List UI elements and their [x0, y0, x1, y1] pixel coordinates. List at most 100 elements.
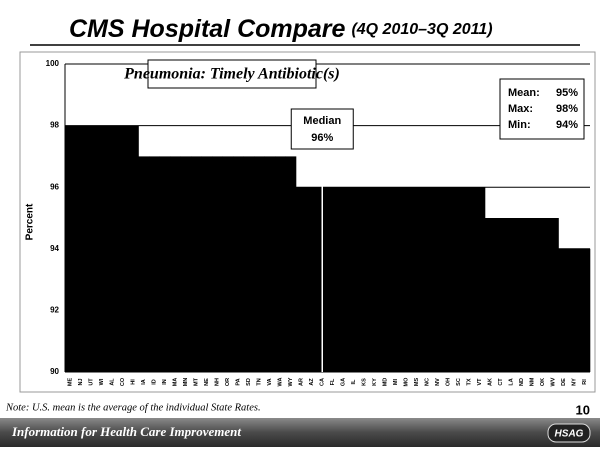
x-tick-label: NV: [435, 378, 441, 386]
x-tick-label: NH: [215, 378, 221, 386]
x-tick-label: FL: [330, 378, 336, 385]
bar: [149, 156, 160, 372]
x-tick-label: HI: [131, 379, 137, 385]
plot: 90 92 94 96 98 100 ME NJ UT WI AL CO HI IA ID IN MA MN MT N…: [46, 59, 591, 386]
bar: [453, 187, 465, 372]
bar: [180, 156, 192, 372]
x-tick-label: KY: [372, 378, 378, 386]
bar: [117, 125, 129, 372]
x-tick-label: SD: [246, 378, 252, 386]
stat-value: 94%: [556, 119, 578, 131]
y-tick-label: 92: [50, 306, 59, 315]
x-tick-label: PA: [236, 378, 242, 385]
bar: [548, 218, 559, 372]
bar: [212, 156, 223, 372]
x-tick-label: CO: [120, 377, 126, 386]
x-tick-label: MN: [183, 378, 189, 387]
bar: [579, 248, 591, 372]
median-box: [290, 108, 354, 150]
bar: [75, 125, 87, 372]
x-tick-label: CA: [320, 378, 326, 386]
bar: [516, 218, 528, 372]
bar: [422, 187, 433, 372]
x-tick-label: MT: [194, 377, 200, 386]
x-tick-label: CT: [498, 378, 504, 386]
y-tick-label: 90: [50, 367, 59, 376]
x-tick-label: VA: [267, 378, 273, 385]
x-tick-label: AZ: [309, 378, 315, 386]
x-tick-label: IA: [141, 379, 147, 385]
bar: [474, 187, 486, 372]
bar: [327, 187, 339, 372]
bar: [222, 156, 234, 372]
x-tick-label: MS: [414, 378, 420, 387]
bar: [254, 156, 265, 372]
bar: [506, 218, 517, 372]
bar: [306, 187, 318, 372]
chart-title-box: [147, 59, 317, 89]
y-tick-label: 100: [46, 59, 60, 68]
x-tick-label: NC: [425, 378, 431, 386]
bar: [359, 187, 370, 372]
x-tick-label: OR: [225, 378, 231, 386]
bar: [138, 156, 150, 372]
stat-label: Min:: [508, 119, 531, 131]
bar: [338, 187, 349, 372]
x-tick-label: MA: [173, 378, 179, 387]
stat-label: Max:: [508, 103, 533, 115]
y-tick-label: 98: [50, 121, 59, 130]
x-tick-label: SC: [456, 378, 462, 386]
x-tick-label: WA: [278, 378, 284, 387]
bar: [464, 187, 475, 372]
bar: [159, 156, 171, 372]
page-number: 10: [576, 402, 590, 417]
bar: [96, 125, 108, 372]
x-tick-label: AR: [299, 378, 305, 386]
bar: [348, 187, 360, 372]
stats-box: [499, 78, 585, 140]
bar: [537, 218, 549, 372]
bar: [527, 218, 538, 372]
x-tick-label: IN: [162, 379, 168, 385]
bar: [128, 125, 139, 372]
x-tick-label: AK: [488, 378, 494, 386]
bar: [296, 187, 307, 372]
slide-title: CMS Hospital Compare (4Q 2010–3Q 2011): [69, 15, 493, 43]
median-value: 96%: [311, 132, 333, 144]
x-tick-label: VT: [477, 378, 483, 386]
logo: HSAG: [555, 429, 584, 440]
bar: [380, 187, 391, 372]
bar: [432, 187, 444, 372]
x-tick-label: MO: [404, 377, 410, 387]
bar: [170, 156, 181, 372]
x-tick-label: RI: [582, 379, 588, 385]
bar: [264, 156, 276, 372]
chart-title: Pneumonia: Timely Antibiotic(s): [123, 66, 340, 83]
bar: [401, 187, 412, 372]
footer-text: Information for Health Care Improvement: [11, 424, 241, 439]
x-tick-label: TN: [257, 378, 263, 385]
x-tick-label: NE: [204, 378, 210, 386]
bar: [558, 248, 570, 372]
bar: [243, 156, 255, 372]
x-tick-label: GA: [341, 378, 347, 386]
bar: [107, 125, 118, 372]
y-axis-label: Percent: [25, 203, 36, 240]
x-tick-label: ME: [68, 378, 74, 387]
x-tick-label: AL: [110, 378, 116, 386]
x-tick-label: TX: [467, 378, 473, 385]
x-tick-label: KS: [362, 378, 368, 386]
x-tick-label: WY: [288, 377, 294, 386]
bar: [411, 187, 423, 372]
logo-badge: [547, 423, 591, 443]
bar: [443, 187, 454, 372]
x-tick-label: ID: [152, 379, 158, 385]
x-tick-label: WI: [99, 378, 105, 385]
stat-value: 95%: [556, 87, 578, 99]
bar: [495, 218, 507, 372]
x-tick-label: MI: [393, 378, 399, 385]
x-tick-label: LA: [509, 378, 515, 385]
footer-band: [0, 418, 600, 447]
x-tick-label: OK: [540, 378, 546, 386]
